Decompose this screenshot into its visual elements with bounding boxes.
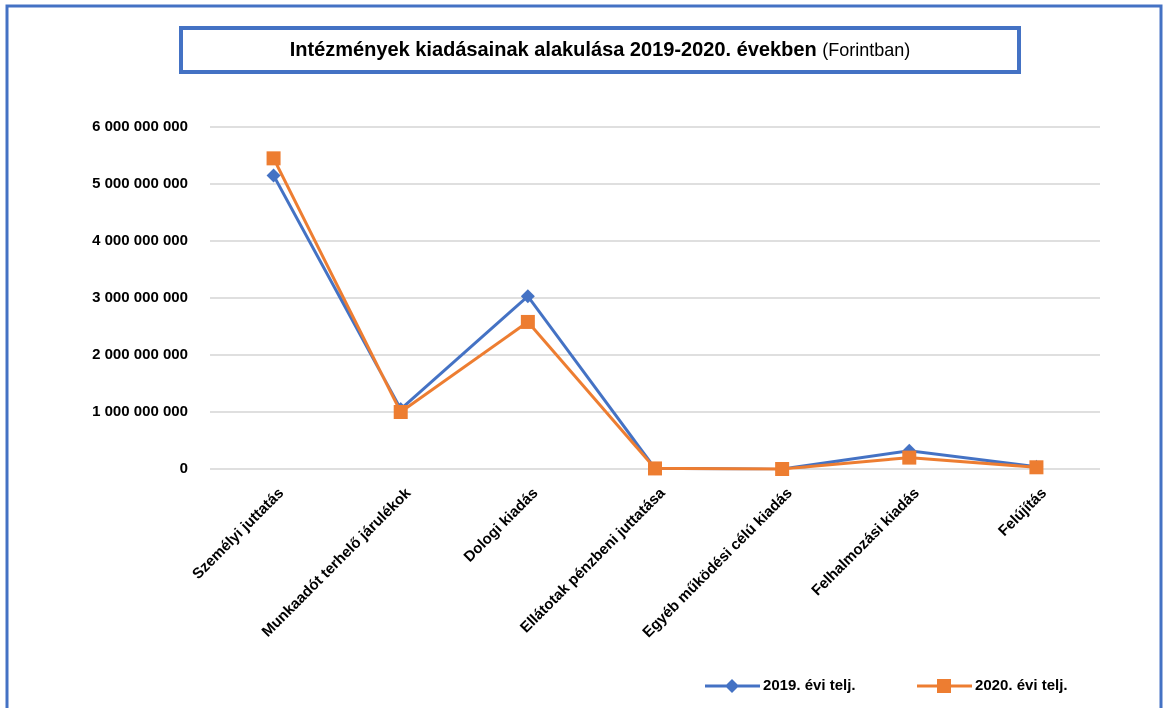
- y-tick-label: 0: [180, 460, 188, 477]
- data-point: [520, 289, 535, 304]
- chart-title-note: (Forintban): [822, 40, 910, 60]
- series-line: [272, 174, 1037, 471]
- data-point: [648, 461, 662, 476]
- y-tick-label: 1 000 000 000: [92, 403, 188, 420]
- data-point: [393, 405, 408, 419]
- data-point: [266, 151, 281, 166]
- x-tick-label: Felújítás: [995, 485, 1050, 540]
- x-tick-label: Személyi juttatás: [189, 485, 287, 583]
- frame: [5, 4, 1163, 708]
- x-tick-label: Egyéb működési célú kiadás: [639, 485, 795, 641]
- y-tick-label: 6 000 000 000: [92, 118, 188, 135]
- data-point: [902, 450, 917, 465]
- data-point: [520, 314, 535, 329]
- y-tick-label: 2 000 000 000: [92, 346, 188, 363]
- y-tick-label: 4 000 000 000: [92, 232, 188, 249]
- chart-title-text: Intézmények kiadásainak alakulása 2019-2…: [290, 39, 911, 61]
- data-point: [266, 168, 281, 183]
- series-line: [272, 157, 1037, 471]
- x-tick-label: Ellátotak pénzbeni juttatása: [517, 484, 669, 636]
- legend-marker: [725, 679, 739, 693]
- chart-title: Intézmények kiadásainak alakulása 2019-2…: [290, 39, 817, 61]
- legend-label: 2020. évi telj.: [975, 677, 1068, 694]
- y-tick-label: 3 000 000 000: [92, 289, 188, 306]
- legend-label: 2019. évi telj.: [763, 677, 856, 694]
- data-point: [775, 462, 790, 476]
- data-point: [1029, 460, 1044, 475]
- x-tick-label: Dologi kiadás: [461, 485, 542, 566]
- y-tick-label: 5 000 000 000: [92, 175, 188, 192]
- x-tick-label: Felhalmozási kiadás: [808, 485, 923, 600]
- x-tick-label: Munkaadót terhelő járulékok: [259, 484, 415, 640]
- title-box: [179, 26, 1021, 74]
- legend-marker: [937, 679, 951, 693]
